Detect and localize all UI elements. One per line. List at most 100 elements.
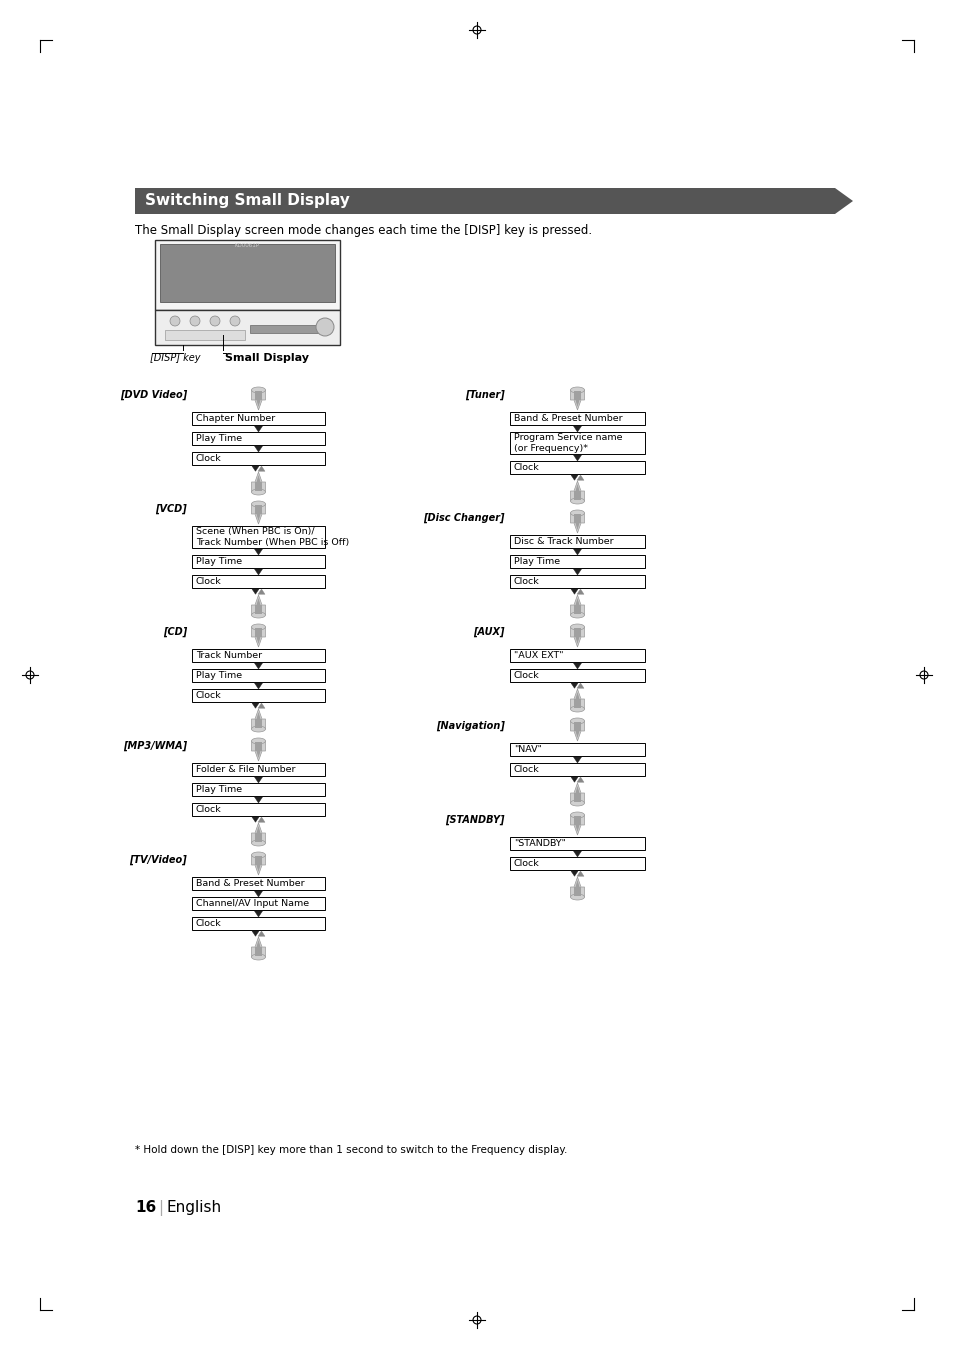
FancyBboxPatch shape bbox=[510, 432, 644, 454]
Circle shape bbox=[230, 316, 240, 325]
Polygon shape bbox=[257, 466, 265, 471]
FancyBboxPatch shape bbox=[510, 763, 644, 776]
FancyBboxPatch shape bbox=[510, 649, 644, 662]
Text: Clock: Clock bbox=[514, 671, 539, 680]
Text: * Hold down the [DISP] key more than 1 second to switch to the Frequency display: * Hold down the [DISP] key more than 1 s… bbox=[135, 1145, 567, 1156]
Polygon shape bbox=[574, 485, 580, 500]
Text: Channel/AV Input Name: Channel/AV Input Name bbox=[195, 899, 309, 909]
Ellipse shape bbox=[252, 726, 265, 732]
Text: KD0061P: KD0061P bbox=[234, 243, 260, 248]
Text: The Small Display screen mode changes each time the [DISP] key is pressed.: The Small Display screen mode changes ea… bbox=[135, 224, 592, 238]
Text: Clock: Clock bbox=[195, 691, 221, 701]
Text: [Tuner]: [Tuner] bbox=[465, 390, 504, 400]
FancyBboxPatch shape bbox=[192, 688, 325, 702]
Text: Clock: Clock bbox=[195, 805, 221, 814]
FancyBboxPatch shape bbox=[192, 917, 325, 930]
Ellipse shape bbox=[252, 624, 265, 630]
FancyBboxPatch shape bbox=[510, 670, 644, 682]
Polygon shape bbox=[254, 683, 262, 688]
Text: Band & Preset Number: Band & Preset Number bbox=[514, 414, 622, 423]
FancyBboxPatch shape bbox=[192, 555, 325, 568]
Polygon shape bbox=[252, 855, 265, 875]
Polygon shape bbox=[254, 891, 262, 896]
Polygon shape bbox=[254, 549, 262, 555]
Text: Program Service name: Program Service name bbox=[514, 433, 622, 441]
FancyBboxPatch shape bbox=[192, 526, 325, 548]
FancyBboxPatch shape bbox=[192, 783, 325, 796]
Text: Clock: Clock bbox=[514, 576, 539, 586]
Polygon shape bbox=[254, 628, 262, 644]
Polygon shape bbox=[571, 778, 578, 782]
Polygon shape bbox=[570, 390, 584, 410]
Polygon shape bbox=[571, 871, 578, 876]
Polygon shape bbox=[574, 392, 580, 406]
Text: Play Time: Play Time bbox=[195, 558, 242, 566]
Text: 16: 16 bbox=[135, 1200, 156, 1215]
Polygon shape bbox=[254, 475, 262, 491]
Text: English: English bbox=[167, 1200, 222, 1215]
Polygon shape bbox=[252, 937, 265, 957]
Polygon shape bbox=[570, 513, 584, 533]
Text: Switching Small Display: Switching Small Display bbox=[145, 193, 350, 208]
Polygon shape bbox=[570, 481, 584, 501]
Ellipse shape bbox=[252, 612, 265, 618]
Text: Play Time: Play Time bbox=[195, 433, 242, 443]
Text: Clock: Clock bbox=[195, 576, 221, 586]
Ellipse shape bbox=[570, 706, 584, 711]
Polygon shape bbox=[573, 455, 581, 460]
Ellipse shape bbox=[570, 624, 584, 630]
Polygon shape bbox=[573, 850, 581, 857]
Polygon shape bbox=[574, 598, 580, 614]
FancyBboxPatch shape bbox=[510, 460, 644, 474]
Ellipse shape bbox=[570, 811, 584, 818]
Text: Small Display: Small Display bbox=[225, 352, 309, 363]
Text: Clock: Clock bbox=[514, 463, 539, 472]
Circle shape bbox=[315, 319, 334, 336]
Polygon shape bbox=[577, 589, 583, 594]
Polygon shape bbox=[574, 880, 580, 896]
Text: "STANDBY": "STANDBY" bbox=[514, 838, 565, 848]
FancyBboxPatch shape bbox=[165, 329, 245, 340]
Polygon shape bbox=[834, 188, 852, 215]
Polygon shape bbox=[254, 711, 262, 728]
FancyBboxPatch shape bbox=[510, 575, 644, 589]
Text: Band & Preset Number: Band & Preset Number bbox=[195, 879, 304, 888]
Polygon shape bbox=[252, 703, 258, 709]
Circle shape bbox=[190, 316, 200, 325]
Ellipse shape bbox=[570, 612, 584, 618]
FancyBboxPatch shape bbox=[192, 878, 325, 890]
Polygon shape bbox=[570, 815, 584, 836]
Text: [VCD]: [VCD] bbox=[155, 504, 187, 514]
Polygon shape bbox=[574, 628, 580, 644]
Polygon shape bbox=[577, 683, 583, 688]
FancyBboxPatch shape bbox=[192, 412, 325, 425]
Polygon shape bbox=[573, 568, 581, 575]
Text: "AUX EXT": "AUX EXT" bbox=[514, 651, 563, 660]
Polygon shape bbox=[252, 931, 258, 937]
Polygon shape bbox=[254, 856, 262, 872]
Polygon shape bbox=[257, 589, 265, 594]
Polygon shape bbox=[254, 505, 262, 521]
Text: Chapter Number: Chapter Number bbox=[195, 414, 275, 423]
Polygon shape bbox=[254, 446, 262, 452]
FancyBboxPatch shape bbox=[192, 670, 325, 682]
FancyBboxPatch shape bbox=[192, 432, 325, 446]
Polygon shape bbox=[574, 722, 580, 738]
Ellipse shape bbox=[570, 894, 584, 900]
Ellipse shape bbox=[570, 387, 584, 393]
FancyBboxPatch shape bbox=[135, 188, 834, 215]
Ellipse shape bbox=[570, 498, 584, 504]
Ellipse shape bbox=[252, 840, 265, 846]
Ellipse shape bbox=[252, 954, 265, 960]
Text: |: | bbox=[158, 1200, 163, 1216]
Text: [STANDBY]: [STANDBY] bbox=[445, 815, 504, 825]
Text: Clock: Clock bbox=[195, 454, 221, 463]
Text: [TV/Video]: [TV/Video] bbox=[129, 855, 187, 865]
Text: "NAV": "NAV" bbox=[514, 745, 541, 755]
FancyBboxPatch shape bbox=[192, 896, 325, 910]
FancyBboxPatch shape bbox=[250, 325, 319, 333]
Polygon shape bbox=[252, 595, 265, 616]
Text: Clock: Clock bbox=[195, 919, 221, 927]
Polygon shape bbox=[252, 824, 265, 842]
Text: [MP3/WMA]: [MP3/WMA] bbox=[123, 741, 187, 751]
